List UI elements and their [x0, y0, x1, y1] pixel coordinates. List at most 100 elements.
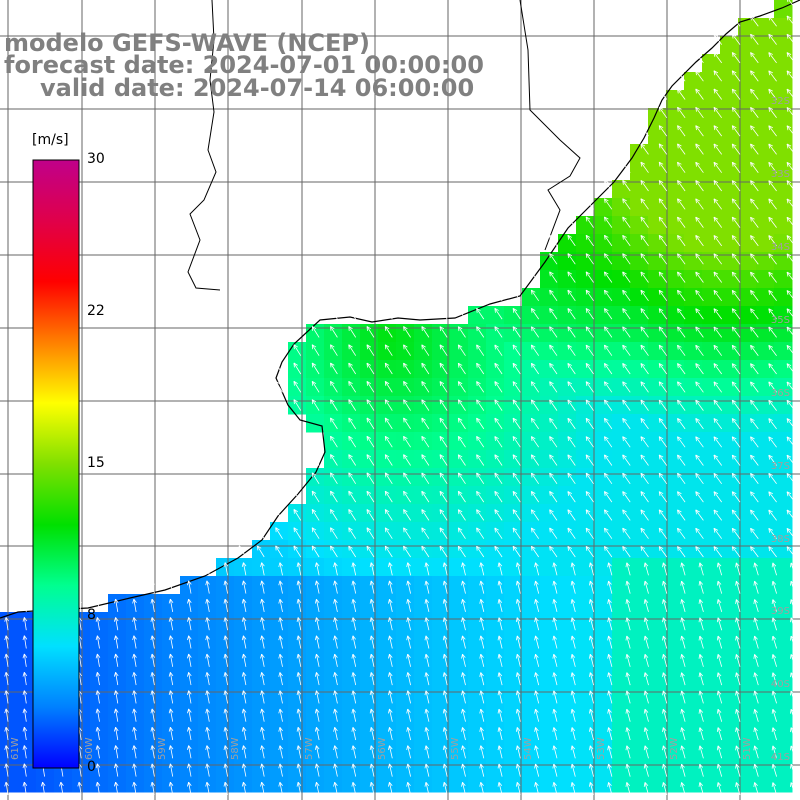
wind-arrow — [333, 672, 338, 686]
field-cell — [558, 504, 577, 523]
wind-arrow — [585, 198, 594, 210]
wind-arrow — [241, 617, 247, 631]
field-cell — [504, 450, 523, 469]
wind-arrow — [680, 690, 686, 704]
field-cell — [432, 414, 451, 433]
field-cell — [108, 648, 127, 667]
wind-arrow — [311, 362, 320, 375]
wind-arrow — [293, 362, 302, 375]
wind-arrow — [604, 399, 613, 411]
wind-arrow — [369, 708, 375, 722]
wind-arrow — [607, 727, 613, 741]
field-cell — [342, 396, 361, 415]
wind-arrow — [366, 545, 375, 558]
wind-arrow — [512, 491, 521, 503]
field-cell — [720, 54, 739, 73]
wind-arrow — [293, 344, 302, 356]
wind-arrow — [187, 781, 192, 795]
lagoon-outline — [519, 0, 581, 251]
field-cell — [414, 648, 433, 667]
wind-arrow — [750, 527, 759, 539]
field-cell — [738, 126, 757, 145]
wind-arrow — [786, 326, 796, 338]
field-cell — [18, 738, 37, 757]
field-cell — [486, 720, 505, 739]
field-cell — [756, 720, 775, 739]
field-cell — [576, 594, 595, 613]
wind-arrow — [439, 454, 448, 466]
field-cell — [540, 738, 559, 757]
wind-arrow — [424, 781, 430, 795]
wind-arrow — [713, 491, 723, 503]
field-cell — [504, 738, 523, 757]
wind-arrow — [476, 527, 485, 539]
field-cell — [306, 666, 325, 685]
wind-arrow — [296, 580, 302, 594]
wind-arrow — [388, 763, 393, 777]
wind-arrow — [421, 454, 430, 466]
wind-arrow — [275, 362, 283, 375]
wind-arrow — [168, 763, 174, 777]
field-cell — [666, 288, 685, 307]
field-cell — [360, 738, 379, 757]
wind-arrow — [750, 436, 759, 448]
field-cell — [612, 342, 631, 361]
field-cell — [702, 594, 721, 613]
wind-arrow — [512, 326, 521, 338]
wind-arrow — [643, 562, 649, 576]
field-cell — [738, 774, 757, 793]
field-cell — [774, 270, 793, 289]
field-cell — [540, 432, 559, 451]
wind-arrow — [168, 672, 174, 686]
wind-arrow — [677, 198, 686, 210]
wind-arrow — [735, 654, 741, 667]
wind-arrow — [695, 527, 704, 539]
field-cell — [414, 432, 433, 451]
wind-arrow — [421, 527, 430, 539]
field-cell — [648, 594, 667, 613]
wind-arrow — [22, 708, 28, 722]
colorbar-tick-label: 15 — [87, 455, 105, 471]
wind-arrow — [366, 509, 375, 521]
colorbar-tick-label: 0 — [87, 759, 96, 775]
field-cell — [738, 612, 757, 631]
field-cell — [594, 378, 613, 397]
wind-arrow — [476, 509, 485, 521]
wind-arrow — [59, 781, 64, 795]
wind-arrow — [713, 33, 723, 45]
field-cell — [486, 666, 505, 685]
field-cell — [450, 432, 469, 451]
wind-arrow — [403, 344, 411, 356]
field-cell — [486, 630, 505, 649]
wind-arrow — [369, 598, 375, 612]
wind-arrow — [680, 562, 686, 576]
wind-arrow — [534, 745, 540, 759]
wind-arrow — [333, 635, 338, 649]
field-cell — [252, 648, 271, 667]
field-cell — [720, 198, 739, 217]
wind-arrow — [494, 362, 503, 375]
wind-arrow — [241, 580, 247, 594]
wind-arrow — [530, 381, 540, 393]
wind-arrow — [293, 380, 302, 393]
field-cell — [720, 486, 739, 505]
field-cell — [684, 486, 703, 505]
field-cell — [0, 684, 19, 703]
wind-arrow — [570, 745, 576, 759]
field-cell — [738, 504, 757, 523]
wind-arrow — [716, 599, 723, 613]
field-cell — [648, 144, 667, 163]
field-cell — [486, 432, 505, 451]
wind-arrow — [406, 708, 411, 722]
wind-arrow — [589, 580, 594, 594]
wind-arrow — [604, 326, 613, 338]
wind-arrow — [113, 617, 119, 631]
field-cell — [486, 738, 505, 757]
lon-label: 57W — [304, 737, 315, 760]
field-cell — [126, 612, 145, 631]
wind-arrow — [439, 344, 448, 356]
wind-arrow — [494, 344, 503, 356]
wind-arrow — [789, 690, 796, 704]
wind-arrow — [348, 490, 357, 503]
wind-arrow — [22, 781, 28, 795]
